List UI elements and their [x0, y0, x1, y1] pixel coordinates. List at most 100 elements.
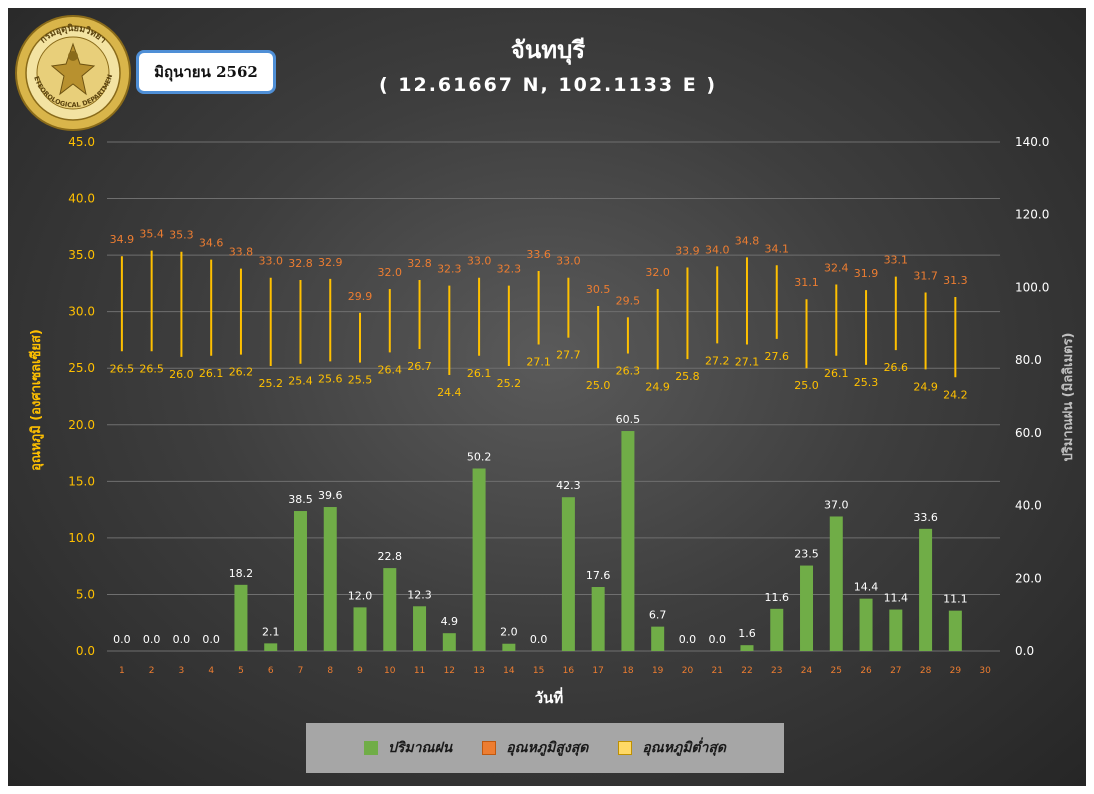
x-tick-label: 25 [831, 666, 842, 676]
rain-bar [591, 587, 605, 651]
x-tick-label: 15 [533, 666, 544, 676]
tmax-data-label: 31.3 [943, 274, 968, 287]
x-tick-label: 23 [771, 666, 782, 676]
tmin-data-label: 25.5 [348, 374, 373, 387]
x-tick-label: 14 [503, 666, 515, 676]
tmax-data-label: 34.1 [765, 242, 790, 255]
x-tick-label: 10 [384, 666, 396, 676]
x-tick-label: 11 [414, 666, 425, 676]
tmin-data-label: 25.6 [318, 372, 343, 385]
rain-bar [383, 568, 397, 651]
x-tick-label: 6 [268, 666, 274, 676]
left-tick-label: 35.0 [68, 248, 95, 262]
tmax-data-label: 32.8 [288, 257, 313, 270]
x-tick-label: 28 [920, 666, 932, 676]
month-label: มิถุนายน 2562 [154, 63, 258, 81]
rain-data-label: 23.5 [794, 548, 819, 561]
tmin-data-label: 26.6 [884, 361, 909, 374]
tmax-data-label: 31.1 [794, 276, 819, 289]
left-tick-label: 45.0 [68, 135, 95, 149]
rain-bar [234, 584, 248, 651]
tmax-data-label: 32.0 [645, 266, 670, 279]
x-tick-label: 16 [563, 666, 575, 676]
x-tick-label: 8 [327, 666, 333, 676]
right-axis-title: ปริมาณฝน (มิลลิเมตร) [1061, 332, 1076, 461]
left-tick-label: 30.0 [68, 305, 95, 319]
tmin-data-label: 24.9 [913, 380, 938, 393]
tmax-data-label: 32.9 [318, 256, 343, 269]
legend-label-tmax: อุณหภูมิสูงสุด [506, 740, 589, 756]
left-tick-label: 0.0 [76, 644, 95, 658]
x-axis-ticks: 1 2 3 4 5 6 7 8 9 10 11 12 13 14 15 16 17 18 19 20 21 22 23 24 2… [119, 666, 991, 676]
left-tick-label: 40.0 [68, 192, 95, 206]
rain-data-label: 1.6 [738, 627, 756, 640]
x-tick-label: 21 [711, 666, 722, 676]
rain-data-label: 14.4 [854, 581, 879, 594]
legend-label-tmin: อุณหภูมิต่ำสุด [642, 740, 727, 756]
rain-data-label: 22.8 [378, 550, 403, 563]
rain-data-label: 17.6 [586, 569, 611, 582]
tmax-data-label: 34.0 [705, 243, 730, 256]
x-tick-label: 24 [801, 666, 813, 676]
rain-bar [472, 468, 486, 651]
tmax-data-label: 34.9 [110, 233, 135, 246]
rain-data-label: 39.6 [318, 489, 343, 502]
right-tick-label: 0.0 [1015, 644, 1034, 658]
rain-bar [264, 643, 278, 651]
rain-data-label: 0.0 [202, 633, 220, 646]
right-tick-label: 40.0 [1015, 499, 1042, 513]
chart-subtitle-coordinates: ( 12.61667 N, 102.1133 E ) [378, 74, 718, 96]
tmin-data-label: 25.2 [497, 377, 522, 390]
right-tick-label: 20.0 [1015, 571, 1042, 585]
right-tick-label: 140.0 [1015, 135, 1049, 149]
rain-data-label: 2.0 [500, 626, 518, 639]
chart-title: จันทบุรี [510, 36, 586, 64]
rain-data-label: 12.0 [348, 589, 373, 602]
tmin-data-label: 26.7 [407, 360, 432, 373]
left-tick-label: 20.0 [68, 418, 95, 432]
rain-bar [323, 507, 337, 651]
tmin-data-label: 26.1 [824, 367, 849, 380]
rain-bar [919, 528, 933, 651]
tmin-data-label: 24.4 [437, 386, 462, 399]
temperature-range-lines [120, 250, 957, 378]
x-tick-label: 13 [473, 666, 484, 676]
rain-bar [829, 516, 843, 651]
tmin-data-label: 27.6 [765, 350, 790, 363]
left-tick-label: 5.0 [76, 587, 95, 601]
rain-bar [621, 431, 635, 651]
rain-data-label: 11.4 [884, 592, 909, 605]
legend-item-tmax: อุณหภูมิสูงสุด [482, 737, 588, 759]
rain-bar [293, 511, 307, 651]
tmax-data-label: 33.0 [467, 255, 492, 268]
legend-swatch-tmin [618, 741, 633, 755]
tmax-data-label: 35.3 [169, 229, 194, 242]
rain-bar [800, 565, 814, 651]
month-label-box: มิถุนายน 2562 [136, 50, 276, 94]
tmax-data-label: 35.4 [139, 228, 164, 241]
x-tick-label: 5 [238, 666, 244, 676]
tmin-data-label: 25.0 [586, 379, 611, 392]
tmin-data-label: 26.3 [616, 365, 641, 378]
tmin-data-label: 24.2 [943, 388, 968, 401]
rain-bar [413, 606, 427, 651]
tmax-data-label: 33.9 [675, 245, 700, 258]
tmin-data-label: 27.1 [735, 355, 760, 368]
x-tick-label: 22 [741, 666, 752, 676]
rain-data-label: 50.2 [467, 450, 492, 463]
tmin-data-label: 25.2 [258, 377, 283, 390]
tmin-data-label: 26.1 [467, 367, 492, 380]
tmax-data-label: 32.3 [437, 263, 462, 276]
tmin-data-label: 25.0 [794, 379, 819, 392]
gridlines [107, 141, 1000, 652]
tmax-data-label: 32.0 [378, 266, 403, 279]
tmin-data-label: 26.1 [199, 367, 224, 380]
legend-swatch-tmax [482, 741, 497, 755]
rain-bar [948, 610, 962, 651]
rain-data-label: 12.3 [407, 588, 432, 601]
x-tick-label: 18 [622, 666, 634, 676]
x-tick-label: 12 [444, 666, 455, 676]
rain-data-label: 2.1 [262, 625, 280, 638]
tmax-data-label: 32.4 [824, 262, 849, 275]
